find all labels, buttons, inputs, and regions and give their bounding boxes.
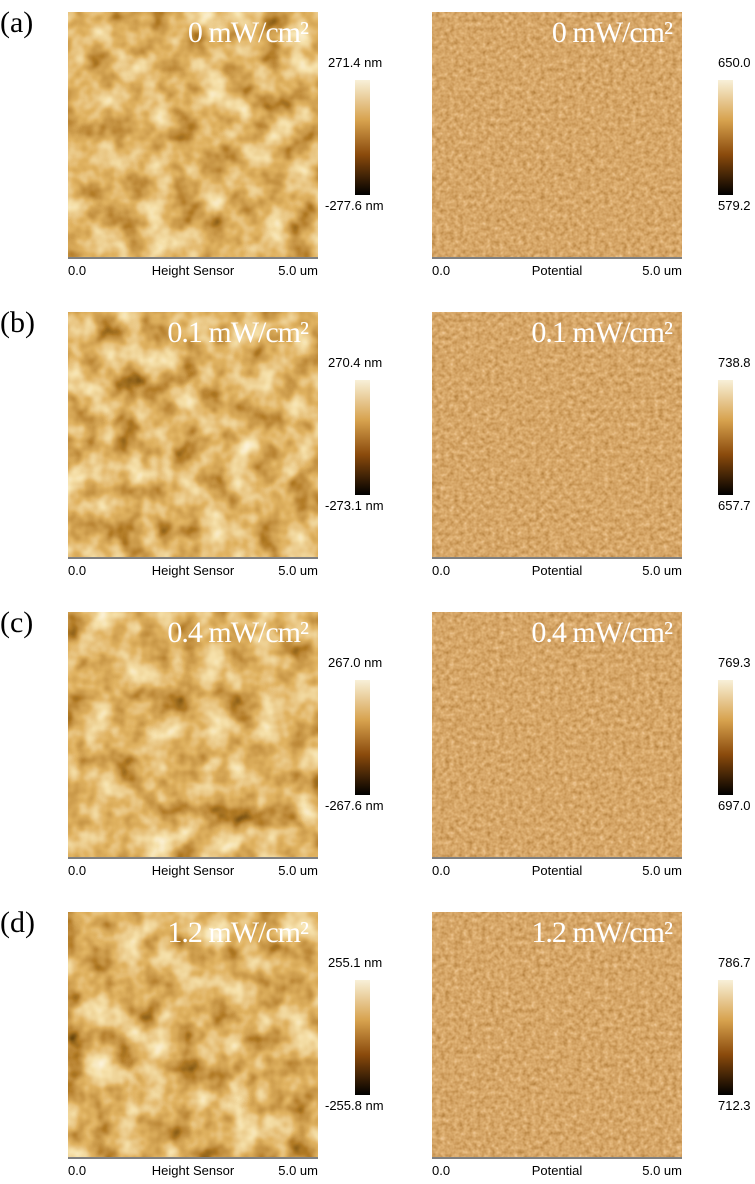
x-label: Potential — [532, 263, 583, 278]
figure: (a) 0 mW/cm² 0.0 Height Sensor 5.0 um 271.4 n… — [0, 0, 755, 1184]
scale-min: -255.8 nm — [325, 1098, 384, 1113]
image-title: 0.4 mW/cm² — [531, 616, 673, 649]
scale-min: 579.2 mV — [718, 198, 755, 213]
color-bar — [718, 80, 733, 195]
image-title: 0 mW/cm² — [188, 16, 309, 49]
x-end: 5.0 um — [278, 1163, 318, 1178]
image-title: 1.2 mW/cm² — [167, 916, 309, 949]
scale-max: 270.4 nm — [328, 355, 382, 370]
color-bar — [718, 680, 733, 795]
scale-max: 267.0 nm — [328, 655, 382, 670]
scale-min: 712.3 mV — [718, 1098, 755, 1113]
x-end: 5.0 um — [642, 863, 682, 878]
scale-min: -267.6 nm — [325, 798, 384, 813]
panel-label: (c) — [0, 606, 33, 639]
x-start: 0.0 — [68, 1163, 86, 1178]
x-label: Height Sensor — [152, 563, 235, 578]
x-start: 0.0 — [432, 263, 450, 278]
image-title: 0.4 mW/cm² — [167, 616, 309, 649]
x-label: Height Sensor — [152, 263, 235, 278]
panel-label: (b) — [0, 306, 35, 339]
x-label: Potential — [532, 563, 583, 578]
scale-min: 697.0 mV — [718, 798, 755, 813]
x-start: 0.0 — [68, 563, 86, 578]
color-bar — [718, 980, 733, 1095]
image-title: 1.2 mW/cm² — [531, 916, 673, 949]
scale-max: 769.3 mV — [718, 655, 755, 670]
image-title: 0 mW/cm² — [552, 16, 673, 49]
x-label: Height Sensor — [152, 863, 235, 878]
color-bar — [718, 380, 733, 495]
scale-max: 786.7 mV — [718, 955, 755, 970]
x-end: 5.0 um — [642, 263, 682, 278]
color-bar — [355, 80, 370, 195]
x-start: 0.0 — [432, 563, 450, 578]
x-end: 5.0 um — [278, 863, 318, 878]
x-label: Potential — [532, 1163, 583, 1178]
x-end: 5.0 um — [642, 563, 682, 578]
scale-max: 255.1 nm — [328, 955, 382, 970]
x-label: Potential — [532, 863, 583, 878]
x-start: 0.0 — [68, 863, 86, 878]
x-label: Height Sensor — [152, 1163, 235, 1178]
x-start: 0.0 — [432, 863, 450, 878]
x-start: 0.0 — [432, 1163, 450, 1178]
scale-min: -277.6 nm — [325, 198, 384, 213]
scale-max: 650.0 mV — [718, 55, 755, 70]
image-title: 0.1 mW/cm² — [531, 316, 673, 349]
color-bar — [355, 680, 370, 795]
x-end: 5.0 um — [278, 263, 318, 278]
panel-label: (a) — [0, 6, 33, 39]
x-start: 0.0 — [68, 263, 86, 278]
scale-max: 271.4 nm — [328, 55, 382, 70]
scale-max: 738.8 mV — [718, 355, 755, 370]
color-bar — [355, 980, 370, 1095]
image-title: 0.1 mW/cm² — [167, 316, 309, 349]
scale-min: -273.1 nm — [325, 498, 384, 513]
scale-min: 657.7 mV — [718, 498, 755, 513]
x-end: 5.0 um — [278, 563, 318, 578]
x-end: 5.0 um — [642, 1163, 682, 1178]
panel-label: (d) — [0, 906, 35, 939]
color-bar — [355, 380, 370, 495]
